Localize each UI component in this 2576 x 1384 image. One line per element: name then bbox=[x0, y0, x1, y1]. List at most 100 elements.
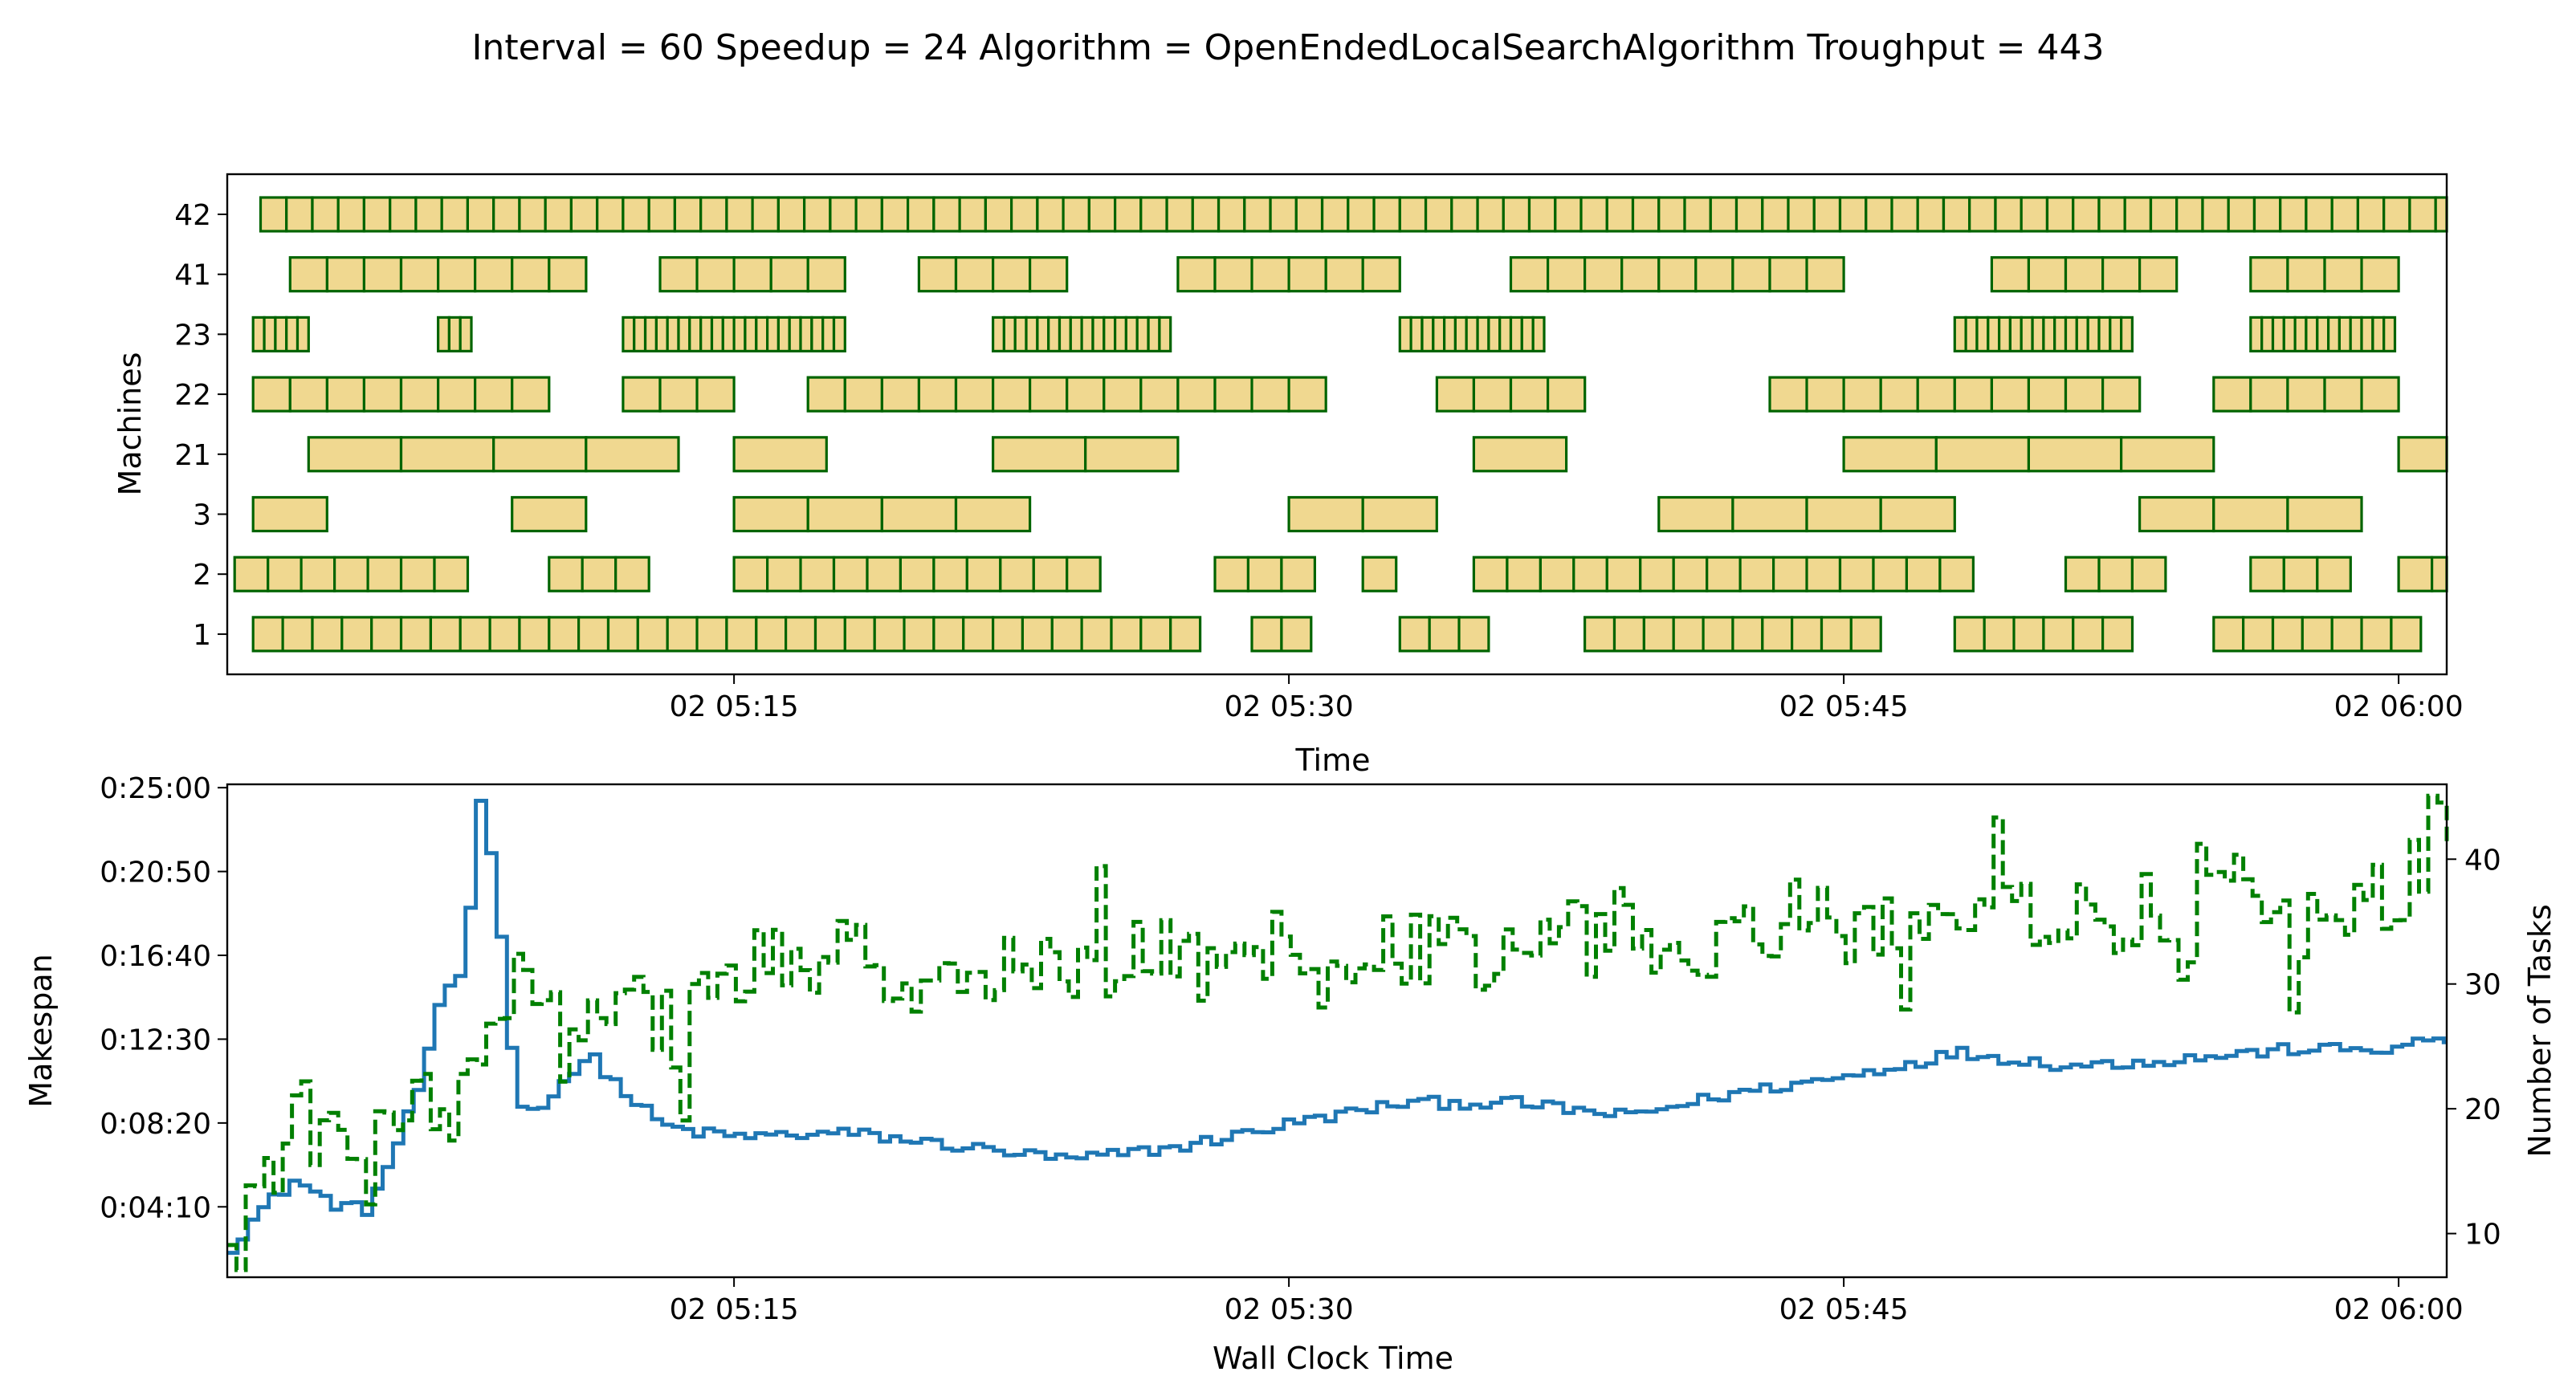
gantt-task-bar bbox=[1572, 556, 1608, 592]
gantt-task-bar bbox=[2397, 556, 2434, 592]
gantt-task-bar bbox=[1849, 616, 1882, 653]
gantt-y-tick-label: 21 bbox=[174, 439, 211, 472]
gantt-task-bar bbox=[2305, 196, 2333, 233]
gantt-task-bar bbox=[577, 616, 610, 653]
gantt-task-bar bbox=[447, 315, 462, 352]
gantt-task-bar bbox=[658, 256, 699, 293]
gantt-task-bar bbox=[2286, 376, 2326, 413]
gantt-task-bar bbox=[1975, 315, 1990, 352]
gantt-task-bar bbox=[1139, 196, 1168, 233]
gantt-task-bar bbox=[1642, 616, 1675, 653]
gantt-x-tick-label: 02 06:00 bbox=[2334, 690, 2464, 723]
gantt-task-bar bbox=[281, 616, 314, 653]
gantt-task-bar bbox=[1938, 556, 1975, 592]
gantt-task-bar bbox=[1472, 556, 1509, 592]
gantt-task-bar bbox=[606, 616, 640, 653]
gantt-task-bar bbox=[1287, 376, 1327, 413]
gantt-task-bar bbox=[954, 495, 1032, 533]
gantt-task-bar bbox=[2097, 556, 2134, 592]
gantt-task-bar bbox=[1176, 376, 1217, 413]
gantt-task-bar bbox=[2097, 196, 2126, 233]
gantt-task-bar bbox=[1964, 315, 1979, 352]
gantt-task-bar bbox=[1320, 196, 1350, 233]
makespan-x-tick-label: 02 06:00 bbox=[2334, 1293, 2464, 1326]
gantt-task-bar bbox=[1968, 196, 1997, 233]
gantt-task-bar bbox=[1546, 256, 1587, 293]
gantt-task-bar bbox=[991, 616, 1025, 653]
gantt-task-bar bbox=[906, 196, 935, 233]
gantt-task-bar bbox=[436, 376, 477, 413]
gantt-task-bar bbox=[1620, 256, 1661, 293]
gantt-task-bar bbox=[1502, 196, 1531, 233]
gantt-task-bar bbox=[2101, 616, 2134, 653]
gantt-task-bar bbox=[732, 315, 747, 352]
gantt-task-bar bbox=[2408, 196, 2437, 233]
gantt-task-bar bbox=[1036, 315, 1050, 352]
gantt-task-bar bbox=[2323, 376, 2363, 413]
gantt-task-bar bbox=[1050, 616, 1083, 653]
gantt-task-bar bbox=[999, 556, 1035, 592]
gantt-task-bar bbox=[1147, 315, 1161, 352]
makespan-y-tick-label: 0:12:30 bbox=[100, 1024, 211, 1056]
gantt-task-bar bbox=[333, 556, 369, 592]
gantt-task-bar bbox=[1453, 315, 1468, 352]
gantt-task-bar bbox=[1457, 616, 1490, 653]
gantt-task-bar bbox=[1605, 196, 1635, 233]
gantt-task-bar bbox=[1398, 196, 1428, 233]
gantt-task-bar bbox=[288, 256, 328, 293]
gantt-task-bar bbox=[581, 556, 618, 592]
gantt-task-bar bbox=[954, 376, 995, 413]
gantt-task-bar bbox=[784, 616, 817, 653]
gantt-task-bar bbox=[2020, 196, 2048, 233]
gantt-task-bar bbox=[1672, 616, 1705, 653]
gantt-task-bar bbox=[1509, 376, 1550, 413]
gantt-task-bar bbox=[1842, 376, 1882, 413]
gantt-task-bar bbox=[658, 376, 699, 413]
gantt-task-bar bbox=[1531, 315, 1546, 352]
gantt-task-bar bbox=[2431, 556, 2448, 592]
gantt-task-bar bbox=[251, 315, 266, 352]
gantt-task-bar bbox=[699, 196, 728, 233]
gantt-task-bar bbox=[1213, 556, 1250, 592]
gantt-task-bar bbox=[765, 315, 780, 352]
gantt-task-bar bbox=[1472, 376, 1513, 413]
gantt-task-bar bbox=[366, 556, 403, 592]
gantt-task-bar bbox=[2101, 376, 2142, 413]
gantt-task-bar bbox=[932, 196, 961, 233]
gantt-task-bar bbox=[776, 196, 806, 233]
gantt-task-bar bbox=[1838, 196, 1868, 233]
gantt-task-bar bbox=[251, 376, 291, 413]
gantt-task-bar bbox=[677, 315, 691, 352]
gantt-task-bar bbox=[2279, 196, 2308, 233]
gantt-task-bar bbox=[311, 196, 340, 233]
gantt-task-bar bbox=[1805, 256, 1845, 293]
gantt-task-bar bbox=[1791, 616, 1824, 653]
gantt-task-bar bbox=[866, 556, 903, 592]
gantt-task-bar bbox=[954, 256, 995, 293]
gantt-task-bar bbox=[1738, 556, 1775, 592]
gantt-task-bar bbox=[1768, 376, 1808, 413]
makespan-line bbox=[227, 799, 2447, 1256]
gantt-task-bar bbox=[1805, 376, 1845, 413]
gantt-task-bar bbox=[755, 616, 788, 653]
gantt-task-bar bbox=[1424, 196, 1453, 233]
gantt-x-ticks: 02 05:15 02 05:30 02 05:45 02 06:00 bbox=[670, 674, 2464, 723]
gantt-task-bar bbox=[1361, 556, 1398, 592]
gantt-task-bar bbox=[2012, 616, 2045, 653]
gantt-task-bar bbox=[2086, 315, 2101, 352]
gantt-task-bar bbox=[1028, 376, 1069, 413]
gantt-task-bar bbox=[1772, 556, 1808, 592]
makespan-y-tick-label: 0:08:20 bbox=[100, 1108, 211, 1141]
gantt-task-bar bbox=[1250, 376, 1290, 413]
gantt-task-bar bbox=[2249, 556, 2285, 592]
gantt-task-bar bbox=[285, 196, 314, 233]
gantt-task-bar bbox=[1657, 495, 1734, 533]
gantt-task-bar bbox=[2301, 616, 2333, 653]
gantt-task-bar bbox=[325, 376, 366, 413]
gantt-task-bar bbox=[732, 256, 772, 293]
gantt-y-tick-label: 23 bbox=[174, 319, 211, 352]
gantt-task-bar bbox=[2286, 256, 2326, 293]
gantt-task-bar bbox=[1520, 315, 1535, 352]
